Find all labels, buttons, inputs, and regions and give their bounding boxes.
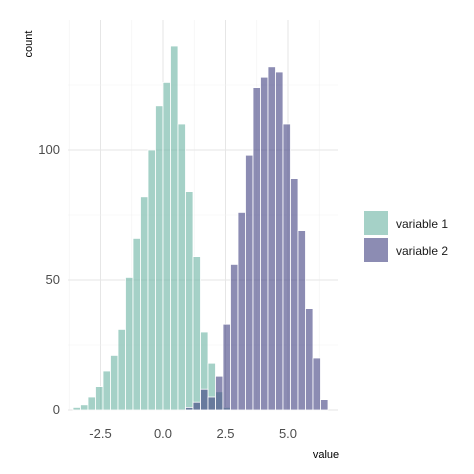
histogram-bar — [200, 388, 209, 411]
x-tick-label: 2.5 — [216, 426, 234, 441]
histogram-bar — [147, 149, 156, 411]
histogram-bar — [102, 370, 111, 411]
histogram-bar — [207, 396, 216, 411]
histogram-bar — [177, 123, 186, 411]
histogram-bar — [132, 237, 141, 411]
y-axis-title: count — [23, 31, 35, 58]
axis-tick-labels: -2.5 0.0 2.5 5.0 0 50 100 — [38, 142, 297, 441]
histogram-bar — [267, 66, 276, 411]
histogram-bar — [297, 230, 306, 411]
histogram-bar — [275, 71, 284, 411]
histogram-bar — [230, 263, 239, 411]
histogram-bar — [192, 256, 201, 411]
histogram-bar — [185, 191, 194, 411]
histogram-bar — [155, 105, 164, 411]
histogram-bar — [215, 375, 224, 411]
histogram-bar — [80, 404, 89, 411]
histogram-bar — [125, 276, 134, 411]
y-tick-label: 100 — [38, 142, 60, 157]
histogram-bar — [72, 406, 81, 411]
histogram-bar — [245, 154, 254, 411]
histogram-bar — [110, 354, 119, 411]
histogram-bars — [72, 45, 329, 411]
histogram-bar — [87, 396, 96, 411]
series-2-bars — [185, 66, 329, 411]
legend-swatch-variable-2 — [364, 238, 388, 262]
histogram-bar — [170, 45, 179, 411]
histogram-bar — [290, 178, 299, 411]
histogram-bar — [222, 323, 231, 411]
x-tick-label: 0.0 — [154, 426, 172, 441]
x-axis-title: value — [313, 449, 339, 461]
legend: variable 1 variable 2 — [364, 211, 448, 262]
histogram-bar — [140, 196, 149, 411]
x-tick-label: -2.5 — [89, 426, 111, 441]
histogram-bar — [260, 76, 269, 411]
histogram-bar — [252, 87, 261, 411]
legend-label-variable-1: variable 1 — [396, 217, 448, 231]
histogram-bar — [320, 399, 329, 411]
histogram-bar — [237, 211, 246, 411]
legend-swatch-variable-1 — [364, 211, 388, 235]
histogram-bar — [95, 386, 104, 411]
histogram-bar — [192, 401, 201, 411]
histogram-bar — [117, 328, 126, 411]
y-tick-label: 50 — [46, 272, 60, 287]
histogram-bar — [282, 123, 291, 411]
histogram-bar — [312, 357, 321, 411]
histogram-bar — [185, 406, 194, 411]
x-tick-label: 5.0 — [279, 426, 297, 441]
y-tick-label: 0 — [53, 402, 60, 417]
histogram-bar — [305, 308, 314, 411]
histogram-bar — [162, 82, 171, 411]
legend-label-variable-2: variable 2 — [396, 244, 448, 258]
series-1-bars — [72, 45, 231, 411]
